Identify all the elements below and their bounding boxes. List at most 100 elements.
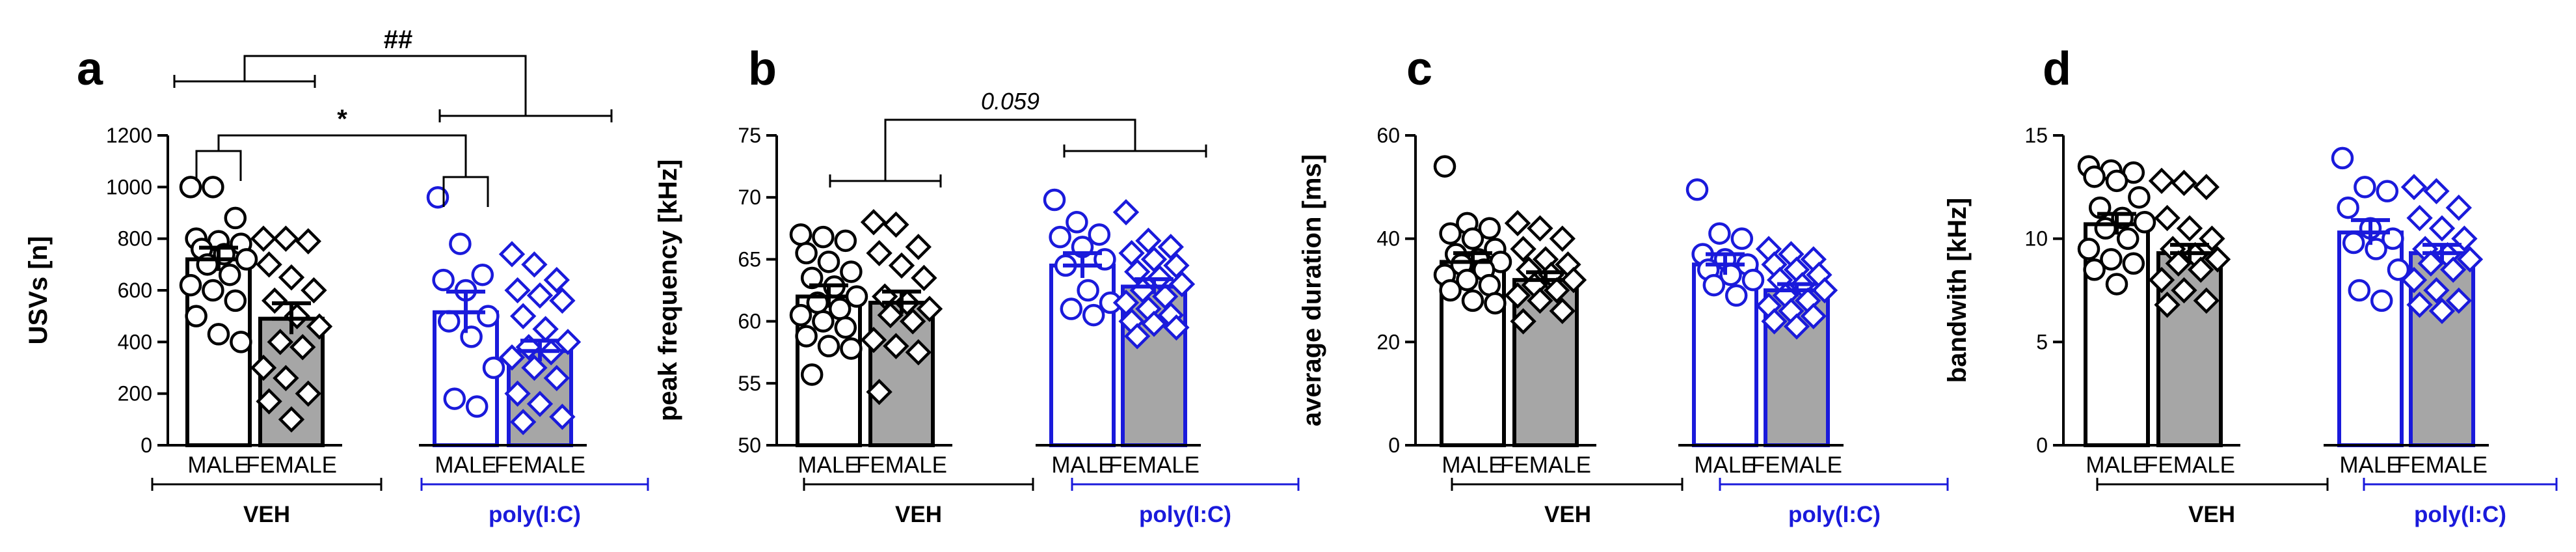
data-point-diamond bbox=[2193, 287, 2220, 314]
y-axis-title: average duration [ms] bbox=[1298, 154, 1326, 426]
data-point-circle bbox=[1088, 223, 1111, 246]
data-point-circle bbox=[1730, 227, 1754, 250]
data-point-diamond bbox=[2423, 178, 2450, 204]
x-tick-label: FEMALE bbox=[2144, 452, 2235, 478]
data-point-diamond bbox=[273, 225, 299, 252]
data-point-diamond bbox=[905, 339, 932, 366]
data-point-circle bbox=[795, 325, 818, 348]
data-point-diamond bbox=[301, 277, 327, 304]
group-label-veh: VEH bbox=[243, 502, 290, 527]
panel-letter: b bbox=[748, 43, 777, 95]
data-point-circle bbox=[2105, 273, 2128, 296]
data-point-circle bbox=[2116, 227, 2140, 250]
data-point-circle bbox=[812, 225, 835, 249]
data-point-circle bbox=[1077, 279, 1099, 302]
data-point-circle bbox=[437, 310, 461, 333]
y-tick-label: 75 bbox=[738, 124, 761, 147]
data-point-circle bbox=[2094, 217, 2117, 240]
data-point-diamond bbox=[2445, 287, 2472, 314]
y-tick-label: 1000 bbox=[106, 175, 152, 199]
data-point-diamond bbox=[2165, 250, 2192, 277]
data-point-circle bbox=[218, 263, 241, 286]
data-point-circle bbox=[2105, 169, 2128, 193]
data-point-diamond bbox=[2456, 246, 2484, 273]
data-point-circle bbox=[817, 335, 840, 357]
data-point-diamond bbox=[883, 333, 909, 359]
data-point-circle bbox=[432, 268, 455, 292]
data-point-diamond bbox=[2400, 174, 2428, 200]
data-point-circle bbox=[471, 263, 494, 286]
data-point-circle bbox=[2376, 180, 2399, 202]
data-point-circle bbox=[1461, 289, 1484, 312]
bar-veh-female bbox=[868, 301, 935, 448]
data-point-diamond bbox=[916, 296, 943, 322]
data-point-diamond bbox=[532, 316, 559, 342]
data-point-circle bbox=[1702, 273, 1726, 297]
data-point-diamond bbox=[498, 344, 526, 371]
data-point-circle bbox=[2083, 165, 2106, 188]
x-tick-label: MALE bbox=[1694, 452, 1756, 478]
data-point-diamond bbox=[1168, 271, 1196, 297]
data-point-diamond bbox=[273, 365, 299, 392]
sig-label: 0.059 bbox=[981, 88, 1040, 115]
data-point-diamond bbox=[504, 277, 531, 304]
data-point-diamond bbox=[278, 406, 305, 433]
data-point-diamond bbox=[549, 287, 576, 314]
group-label-veh: VEH bbox=[2188, 502, 2235, 527]
data-point-diamond bbox=[250, 354, 277, 381]
data-point-diamond bbox=[1811, 277, 1838, 304]
data-point-circle bbox=[1724, 284, 1748, 307]
sig-bracket bbox=[442, 176, 489, 207]
y-tick-label: 1200 bbox=[106, 124, 152, 147]
data-point-diamond bbox=[883, 211, 909, 238]
data-point-circle bbox=[1433, 155, 1456, 178]
x-tick-label: MALE bbox=[1442, 452, 1503, 478]
data-point-circle bbox=[224, 289, 247, 312]
data-point-diamond bbox=[2171, 169, 2197, 197]
data-point-circle bbox=[443, 387, 466, 410]
data-point-circle bbox=[1439, 222, 1462, 245]
data-point-diamond bbox=[1510, 236, 1536, 262]
sig-connector bbox=[217, 134, 467, 177]
data-point-diamond bbox=[1163, 314, 1190, 341]
data-point-circle bbox=[2100, 248, 2123, 271]
data-point-diamond bbox=[866, 240, 892, 267]
data-point-diamond bbox=[2204, 246, 2231, 273]
data-point-circle bbox=[1685, 178, 1709, 201]
data-point-circle bbox=[477, 305, 500, 327]
group-label-poly: poly(I:C) bbox=[2414, 502, 2506, 527]
data-point-diamond bbox=[2428, 297, 2456, 324]
data-point-diamond bbox=[1124, 323, 1151, 350]
data-point-diamond bbox=[1140, 310, 1168, 337]
data-point-diamond bbox=[1783, 313, 1810, 340]
data-point-diamond bbox=[549, 404, 576, 430]
y-tick-label: 0 bbox=[2036, 434, 2048, 457]
data-point-diamond bbox=[306, 313, 333, 340]
y-tick-label: 55 bbox=[738, 372, 761, 395]
data-point-circle bbox=[235, 248, 258, 271]
data-point-diamond bbox=[543, 266, 570, 294]
panel-letter: d bbox=[2043, 43, 2071, 95]
data-point-diamond bbox=[1549, 225, 1576, 252]
data-point-diamond bbox=[262, 287, 288, 314]
data-point-diamond bbox=[521, 251, 548, 278]
data-point-diamond bbox=[521, 354, 548, 381]
data-point-diamond bbox=[866, 378, 892, 406]
y-tick-label: 0 bbox=[1388, 434, 1400, 457]
data-point-diamond bbox=[1510, 308, 1536, 335]
data-point-circle bbox=[2122, 252, 2145, 275]
data-point-diamond bbox=[256, 251, 282, 278]
x-tick-label: MALE bbox=[1051, 452, 1113, 478]
data-point-diamond bbox=[2445, 194, 2472, 221]
data-point-circle bbox=[1066, 211, 1088, 234]
data-point-diamond bbox=[905, 234, 932, 260]
data-point-circle bbox=[2387, 258, 2410, 281]
data-point-diamond bbox=[2406, 204, 2433, 232]
data-point-diamond bbox=[1112, 199, 1140, 226]
x-tick-label: MALE bbox=[2339, 452, 2401, 478]
x-tick-label: FEMALE bbox=[1500, 452, 1591, 478]
data-point-diamond bbox=[2428, 215, 2456, 242]
data-point-circle bbox=[800, 363, 824, 386]
group-label-poly: poly(I:C) bbox=[1139, 502, 1231, 527]
